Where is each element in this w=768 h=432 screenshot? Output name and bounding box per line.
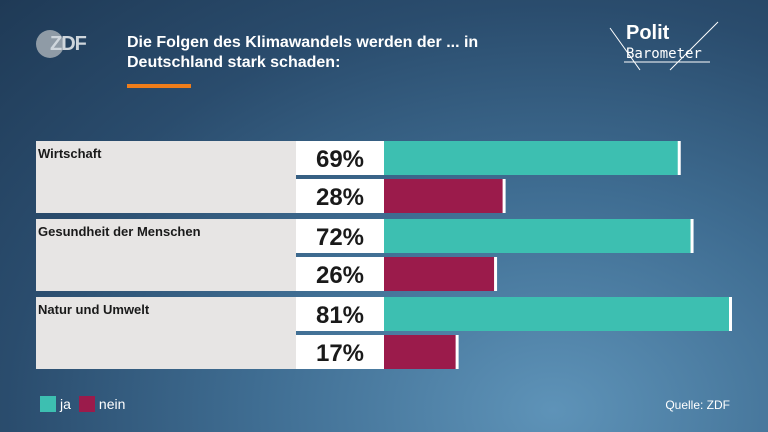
value-cell <box>296 257 384 291</box>
legend-item-nein: nein <box>78 396 126 412</box>
legend-label-nein: nein <box>98 396 126 412</box>
bar-nein <box>384 179 504 213</box>
chart-title: Die Folgen des Klimawandels werden der .… <box>127 34 479 71</box>
legend: ja nein <box>40 396 133 412</box>
legend-label-ja: ja <box>60 396 71 412</box>
bar-nein <box>384 257 496 291</box>
bar-end-marker <box>494 257 498 291</box>
value-cell <box>296 219 384 253</box>
data-label: 26% <box>316 262 364 289</box>
title-underline <box>127 84 191 88</box>
category-panel <box>36 141 296 213</box>
value-cell <box>296 141 384 175</box>
value-cell <box>296 297 384 331</box>
data-label: 72% <box>316 224 364 251</box>
bar-ja <box>384 219 692 253</box>
data-label: 69% <box>316 146 364 173</box>
category-panel <box>36 297 296 369</box>
bar-end-marker <box>502 179 506 213</box>
politbarometer-logo: Polit Barometer <box>600 18 720 78</box>
bar-ja <box>384 141 679 175</box>
zdf-logo-text: ZDF <box>50 33 87 55</box>
bar-nein <box>384 335 457 369</box>
value-cell <box>296 179 384 213</box>
data-label: 28% <box>316 184 364 211</box>
data-label: 17% <box>316 340 364 367</box>
category-label: Gesundheit der Menschen <box>38 224 201 239</box>
bar-end-marker <box>690 219 694 253</box>
brand-line1: Polit <box>626 22 670 44</box>
politbarometer-logo-lines <box>609 21 719 71</box>
legend-swatch-nein <box>78 396 95 412</box>
category-label: Natur und Umwelt <box>38 302 150 317</box>
source-note: Quelle: ZDF <box>665 398 730 412</box>
zdf-logo: ZDF <box>36 30 96 60</box>
legend-item-ja: ja <box>40 396 71 412</box>
category-label: Wirtschaft <box>38 146 102 161</box>
category-panel <box>36 219 296 291</box>
legend-swatch-ja <box>40 396 56 412</box>
brand-line2: Barometer <box>626 46 702 62</box>
bar-end-marker <box>677 141 681 175</box>
bar-end-marker <box>729 297 732 331</box>
value-cell <box>296 335 384 369</box>
bar-end-marker <box>455 335 459 369</box>
zdf-logo-disc <box>36 30 64 58</box>
data-label: 81% <box>316 302 364 329</box>
bar-ja <box>384 297 730 331</box>
